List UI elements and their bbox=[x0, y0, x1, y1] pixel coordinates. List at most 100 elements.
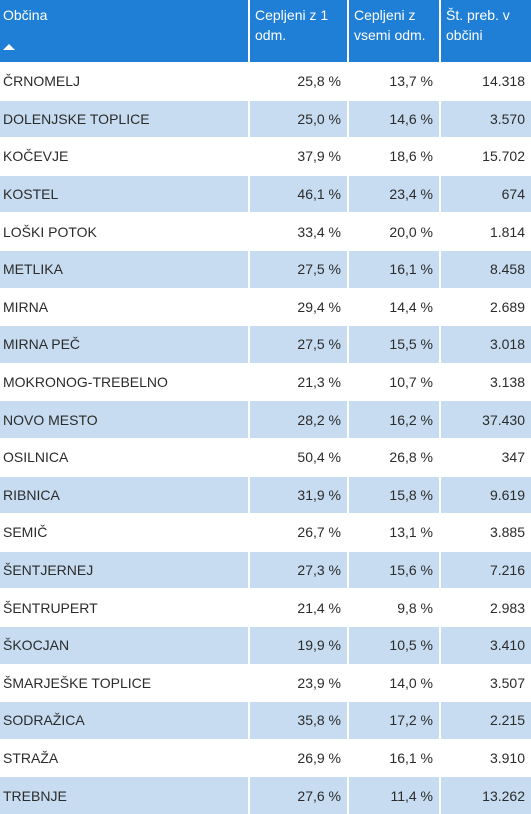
cell-population: 3.885 bbox=[439, 513, 531, 551]
table-row: ŠENTJERNEJ 27,3 % 15,6 % 7.216 bbox=[0, 550, 531, 589]
cell-first-dose: 25,8 % bbox=[248, 62, 347, 100]
cell-first-dose: 46,1 % bbox=[248, 174, 347, 213]
cell-fully-vaccinated: 16,1 % bbox=[347, 738, 439, 777]
cell-population: 2.983 bbox=[439, 588, 531, 626]
cell-municipality: SEMIČ bbox=[0, 513, 248, 551]
cell-fully-vaccinated: 15,8 % bbox=[347, 475, 439, 514]
cell-fully-vaccinated: 13,1 % bbox=[347, 513, 439, 551]
cell-municipality: RIBNICA bbox=[0, 475, 248, 514]
table-row: KOČEVJE 37,9 % 18,6 % 15.702 bbox=[0, 137, 531, 175]
cell-fully-vaccinated: 17,2 % bbox=[347, 701, 439, 739]
table-body: ČRNOMELJ 25,8 % 13,7 % 14.318 DOLENJSKE TOPL… bbox=[0, 62, 531, 814]
cell-population: 2.215 bbox=[439, 701, 531, 739]
column-header-label: Št. preb. v občini bbox=[446, 7, 510, 43]
cell-municipality: ŠMARJEŠKE TOPLICE bbox=[0, 663, 248, 702]
cell-population: 2.689 bbox=[439, 287, 531, 326]
cell-fully-vaccinated: 15,5 % bbox=[347, 325, 439, 363]
cell-population: 3.138 bbox=[439, 362, 531, 401]
cell-population: 3.507 bbox=[439, 663, 531, 702]
header-row: Občina Cepljeni z 1 odm. Cepljeni z vsem… bbox=[0, 0, 531, 62]
cell-fully-vaccinated: 11,4 % bbox=[347, 776, 439, 814]
cell-first-dose: 23,9 % bbox=[248, 663, 347, 702]
column-header-label: Občina bbox=[3, 7, 48, 23]
table-row: SEMIČ 26,7 % 13,1 % 3.885 bbox=[0, 513, 531, 551]
cell-municipality: ČRNOMELJ bbox=[0, 62, 248, 100]
cell-fully-vaccinated: 9,8 % bbox=[347, 588, 439, 626]
cell-population: 3.910 bbox=[439, 738, 531, 777]
cell-population: 15.702 bbox=[439, 137, 531, 175]
cell-population: 3.570 bbox=[439, 99, 531, 138]
column-header-population[interactable]: Št. preb. v občini bbox=[439, 0, 531, 62]
cell-first-dose: 33,4 % bbox=[248, 212, 347, 250]
cell-first-dose: 26,9 % bbox=[248, 738, 347, 777]
cell-fully-vaccinated: 10,5 % bbox=[347, 625, 439, 664]
cell-municipality: NOVO MESTO bbox=[0, 400, 248, 438]
cell-first-dose: 31,9 % bbox=[248, 475, 347, 514]
table-row: STRAŽA 26,9 % 16,1 % 3.910 bbox=[0, 738, 531, 777]
cell-first-dose: 21,4 % bbox=[248, 588, 347, 626]
cell-population: 7.216 bbox=[439, 550, 531, 589]
cell-population: 3.018 bbox=[439, 325, 531, 363]
cell-population: 14.318 bbox=[439, 62, 531, 100]
table-row: TREBNJE 27,6 % 11,4 % 13.262 bbox=[0, 776, 531, 814]
cell-municipality: ŠKOCJAN bbox=[0, 625, 248, 664]
cell-fully-vaccinated: 16,1 % bbox=[347, 249, 439, 288]
cell-fully-vaccinated: 16,2 % bbox=[347, 400, 439, 438]
cell-municipality: ŠENTJERNEJ bbox=[0, 550, 248, 589]
cell-population: 674 bbox=[439, 174, 531, 213]
cell-municipality: LOŠKI POTOK bbox=[0, 212, 248, 250]
cell-first-dose: 25,0 % bbox=[248, 99, 347, 138]
cell-fully-vaccinated: 23,4 % bbox=[347, 174, 439, 213]
table-row: RIBNICA 31,9 % 15,8 % 9.619 bbox=[0, 475, 531, 514]
column-header-label: Cepljeni z vsemi odm. bbox=[354, 7, 426, 43]
cell-population: 8.458 bbox=[439, 249, 531, 288]
cell-fully-vaccinated: 10,7 % bbox=[347, 362, 439, 401]
cell-first-dose: 50,4 % bbox=[248, 437, 347, 476]
cell-fully-vaccinated: 26,8 % bbox=[347, 437, 439, 476]
table-header: Občina Cepljeni z 1 odm. Cepljeni z vsem… bbox=[0, 0, 531, 62]
cell-population: 3.410 bbox=[439, 625, 531, 664]
cell-first-dose: 29,4 % bbox=[248, 287, 347, 326]
cell-fully-vaccinated: 15,6 % bbox=[347, 550, 439, 589]
cell-fully-vaccinated: 13,7 % bbox=[347, 62, 439, 100]
sort-ascending-icon[interactable] bbox=[3, 44, 15, 50]
cell-fully-vaccinated: 20,0 % bbox=[347, 212, 439, 250]
cell-fully-vaccinated: 14,6 % bbox=[347, 99, 439, 138]
table-row: LOŠKI POTOK 33,4 % 20,0 % 1.814 bbox=[0, 212, 531, 250]
table-row: MOKRONOG-TREBELNO 21,3 % 10,7 % 3.138 bbox=[0, 362, 531, 401]
table-row: ŠKOCJAN 19,9 % 10,5 % 3.410 bbox=[0, 625, 531, 664]
cell-population: 13.262 bbox=[439, 776, 531, 814]
table-row: ŠMARJEŠKE TOPLICE 23,9 % 14,0 % 3.507 bbox=[0, 663, 531, 702]
cell-first-dose: 27,5 % bbox=[248, 325, 347, 363]
column-header-municipality[interactable]: Občina bbox=[0, 0, 248, 62]
cell-first-dose: 37,9 % bbox=[248, 137, 347, 175]
table-row: OSILNICA 50,4 % 26,8 % 347 bbox=[0, 437, 531, 476]
cell-population: 1.814 bbox=[439, 212, 531, 250]
table-row: MIRNA PEČ 27,5 % 15,5 % 3.018 bbox=[0, 325, 531, 363]
cell-fully-vaccinated: 18,6 % bbox=[347, 137, 439, 175]
cell-first-dose: 21,3 % bbox=[248, 362, 347, 401]
table-row: DOLENJSKE TOPLICE 25,0 % 14,6 % 3.570 bbox=[0, 99, 531, 138]
table-row: ŠENTRUPERT 21,4 % 9,8 % 2.983 bbox=[0, 588, 531, 626]
cell-municipality: MIRNA bbox=[0, 287, 248, 326]
cell-municipality: ŠENTRUPERT bbox=[0, 588, 248, 626]
cell-municipality: MOKRONOG-TREBELNO bbox=[0, 362, 248, 401]
column-header-label: Cepljeni z 1 odm. bbox=[255, 7, 329, 43]
cell-first-dose: 27,6 % bbox=[248, 776, 347, 814]
table-row: MIRNA 29,4 % 14,4 % 2.689 bbox=[0, 287, 531, 326]
table-row: ČRNOMELJ 25,8 % 13,7 % 14.318 bbox=[0, 62, 531, 100]
cell-municipality: STRAŽA bbox=[0, 738, 248, 777]
cell-first-dose: 19,9 % bbox=[248, 625, 347, 664]
column-header-first-dose[interactable]: Cepljeni z 1 odm. bbox=[248, 0, 347, 62]
table-row: NOVO MESTO 28,2 % 16,2 % 37.430 bbox=[0, 400, 531, 438]
cell-first-dose: 26,7 % bbox=[248, 513, 347, 551]
cell-municipality: METLIKA bbox=[0, 249, 248, 288]
cell-fully-vaccinated: 14,4 % bbox=[347, 287, 439, 326]
cell-municipality: DOLENJSKE TOPLICE bbox=[0, 99, 248, 138]
cell-fully-vaccinated: 14,0 % bbox=[347, 663, 439, 702]
cell-municipality: KOSTEL bbox=[0, 174, 248, 213]
cell-population: 37.430 bbox=[439, 400, 531, 438]
column-header-fully-vaccinated[interactable]: Cepljeni z vsemi odm. bbox=[347, 0, 439, 62]
cell-municipality: TREBNJE bbox=[0, 776, 248, 814]
